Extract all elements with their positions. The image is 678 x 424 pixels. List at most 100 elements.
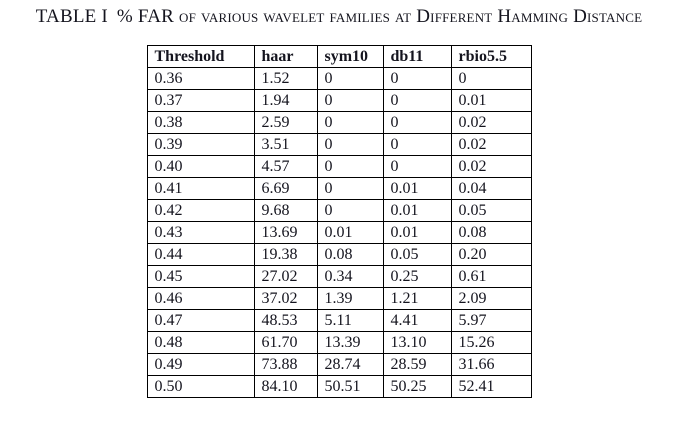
table-cell: 0.46 <box>146 287 255 310</box>
table-cell: 48.53 <box>253 309 318 332</box>
table-cell: 0.02 <box>450 155 532 178</box>
table-cell: 50.25 <box>382 375 452 398</box>
table-row: 0.49 73.88 28.74 28.59 31.66 <box>146 353 532 376</box>
table-cell: 0.37 <box>146 89 255 112</box>
table-cell: 0.05 <box>382 243 452 266</box>
table-cell: 13.10 <box>382 331 452 354</box>
table-cell: 0 <box>382 67 452 90</box>
table-cell: 0 <box>382 89 452 112</box>
table-cell: 28.74 <box>316 353 384 376</box>
table-cell: 0.01 <box>382 221 452 244</box>
table-row: 0.41 6.69 0 0.01 0.04 <box>146 177 532 200</box>
table-cell: 0.04 <box>450 177 532 200</box>
table-cell: 5.97 <box>450 309 532 332</box>
table-row: 0.37 1.94 0 0 0.01 <box>146 89 532 112</box>
header-row: Threshold haar sym10 db11 rbio5.5 <box>146 45 532 68</box>
column-header: db11 <box>382 45 452 68</box>
far-table: Threshold haar sym10 db11 rbio5.5 0.36 1.52 0 0… <box>146 45 532 398</box>
table-cell: 0.01 <box>382 199 452 222</box>
table-row: 0.46 37.02 1.39 1.21 2.09 <box>146 287 532 310</box>
table-cell: 0 <box>382 133 452 156</box>
table-cell: 4.57 <box>253 155 318 178</box>
table-cell: 0 <box>316 133 384 156</box>
table-cell: 0.36 <box>146 67 255 90</box>
table-cell: 0.44 <box>146 243 255 266</box>
table-row: 0.47 48.53 5.11 4.41 5.97 <box>146 309 532 332</box>
table-cell: 1.52 <box>253 67 318 90</box>
table-cell: 2.59 <box>253 111 318 134</box>
table-cell: 5.11 <box>316 309 384 332</box>
table-cell: 9.68 <box>253 199 318 222</box>
table-cell: 0.41 <box>146 177 255 200</box>
table-row: 0.40 4.57 0 0 0.02 <box>146 155 532 178</box>
table-cell: 0.02 <box>450 111 532 134</box>
table-cell: 0.47 <box>146 309 255 332</box>
table-cell: 0.01 <box>382 177 452 200</box>
table-cell: 0.42 <box>146 199 255 222</box>
table-cell: 0 <box>316 199 384 222</box>
table-cell: 37.02 <box>253 287 318 310</box>
table-row: 0.50 84.10 50.51 50.25 52.41 <box>146 375 532 398</box>
table-cell: 61.70 <box>253 331 318 354</box>
table-cell: 19.38 <box>253 243 318 266</box>
table-cell: 0.08 <box>316 243 384 266</box>
table-cell: 84.10 <box>253 375 318 398</box>
table-cell: 2.09 <box>450 287 532 310</box>
table-cell: 0.34 <box>316 265 384 288</box>
table-cell: 0 <box>316 67 384 90</box>
table-cell: 0 <box>382 111 452 134</box>
table-cell: 0.01 <box>450 89 532 112</box>
table-caption: TABLE I % FAR of various wavelet families… <box>0 0 678 29</box>
table-cell: 50.51 <box>316 375 384 398</box>
table-cell: 13.39 <box>316 331 384 354</box>
table-cell: 1.39 <box>316 287 384 310</box>
table-cell: 0 <box>316 111 384 134</box>
table-row: 0.48 61.70 13.39 13.10 15.26 <box>146 331 532 354</box>
table-cell: 0.20 <box>450 243 532 266</box>
table-cell: 0 <box>316 155 384 178</box>
table-number: TABLE I <box>35 6 108 27</box>
table-cell: 0.43 <box>146 221 255 244</box>
table-row: 0.39 3.51 0 0 0.02 <box>146 133 532 156</box>
table-cell: 0 <box>450 67 532 90</box>
table-row: 0.44 19.38 0.08 0.05 0.20 <box>146 243 532 266</box>
table-cell: 0.48 <box>146 331 255 354</box>
column-header: Threshold <box>146 45 255 68</box>
table-cell: 73.88 <box>253 353 318 376</box>
table-body: 0.36 1.52 0 0 0 0.37 1.94 0 0 0.01 0.38 2.59 0 0 0.02 0… <box>146 67 532 398</box>
column-header: sym10 <box>316 45 384 68</box>
table-row: 0.38 2.59 0 0 0.02 <box>146 111 532 134</box>
table-cell: 1.94 <box>253 89 318 112</box>
column-header: rbio5.5 <box>450 45 532 68</box>
table-cell: 0.01 <box>316 221 384 244</box>
table-cell: 13.69 <box>253 221 318 244</box>
table-cell: 4.41 <box>382 309 452 332</box>
table-cell: 15.26 <box>450 331 532 354</box>
table-cell: 0.61 <box>450 265 532 288</box>
table-cell: 28.59 <box>382 353 452 376</box>
table-cell: 0 <box>382 155 452 178</box>
table-cell: 3.51 <box>253 133 318 156</box>
table-cell: 0.39 <box>146 133 255 156</box>
table-cell: 0.38 <box>146 111 255 134</box>
table-row: 0.36 1.52 0 0 0 <box>146 67 532 90</box>
table-cell: 0.08 <box>450 221 532 244</box>
column-header: haar <box>253 45 318 68</box>
table-cell: 0.40 <box>146 155 255 178</box>
paper-page: TABLE I % FAR of various wavelet families… <box>0 0 678 398</box>
table-cell: 0.25 <box>382 265 452 288</box>
table-cell: 52.41 <box>450 375 532 398</box>
table-row: 0.43 13.69 0.01 0.01 0.08 <box>146 221 532 244</box>
table-cell: 6.69 <box>253 177 318 200</box>
table-cell: 31.66 <box>450 353 532 376</box>
table-caption-text: % FAR of various wavelet families at Dif… <box>116 6 643 27</box>
table-cell: 0.05 <box>450 199 532 222</box>
table-row: 0.45 27.02 0.34 0.25 0.61 <box>146 265 532 288</box>
table-row: 0.42 9.68 0 0.01 0.05 <box>146 199 532 222</box>
table-cell: 0.50 <box>146 375 255 398</box>
table-cell: 0.45 <box>146 265 255 288</box>
table-cell: 0 <box>316 89 384 112</box>
table-cell: 0 <box>316 177 384 200</box>
table-cell: 27.02 <box>253 265 318 288</box>
table-cell: 0.02 <box>450 133 532 156</box>
